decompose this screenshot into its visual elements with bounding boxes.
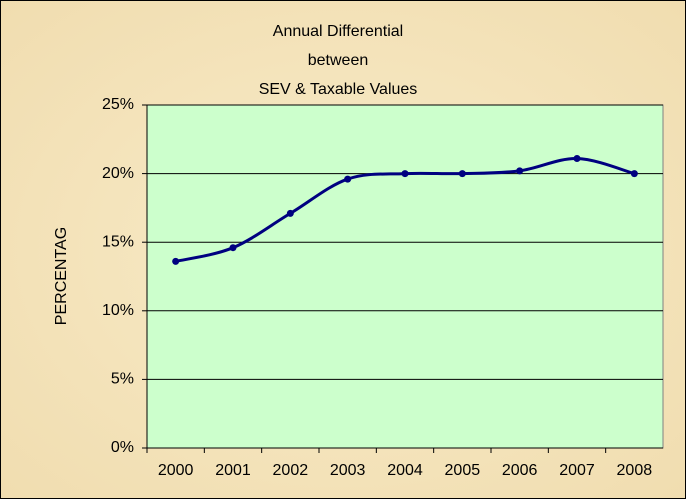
chart-title: between xyxy=(308,52,369,69)
x-tick-label: 2001 xyxy=(215,462,251,479)
x-tick-label: 2002 xyxy=(273,462,309,479)
data-point xyxy=(344,175,352,183)
x-tick-label: 2000 xyxy=(158,462,194,479)
data-point xyxy=(286,209,294,217)
data-point xyxy=(516,167,524,175)
y-tick-label: 5% xyxy=(111,371,134,388)
x-tick-label: 2005 xyxy=(445,462,481,479)
y-tick-label: 20% xyxy=(102,165,134,182)
data-point xyxy=(630,170,638,178)
x-tick-label: 2006 xyxy=(502,462,538,479)
y-axis-label: PERCENTAG xyxy=(53,227,70,325)
y-tick-label: 10% xyxy=(102,302,134,319)
x-tick-label: 2008 xyxy=(617,462,653,479)
data-point xyxy=(573,155,581,163)
data-point xyxy=(401,170,409,178)
plot-area xyxy=(146,104,664,449)
data-point xyxy=(229,244,237,252)
y-tick-label: 15% xyxy=(102,233,134,250)
data-point xyxy=(458,170,466,178)
chart-title: SEV & Taxable Values xyxy=(259,81,418,98)
x-tick-label: 2004 xyxy=(387,462,423,479)
x-tick-label: 2003 xyxy=(330,462,366,479)
y-tick-label: 25% xyxy=(102,96,134,113)
data-point xyxy=(172,257,180,265)
x-tick-label: 2007 xyxy=(559,462,595,479)
chart-title: Annual Differential xyxy=(273,23,403,40)
y-tick-label: 0% xyxy=(111,439,134,456)
